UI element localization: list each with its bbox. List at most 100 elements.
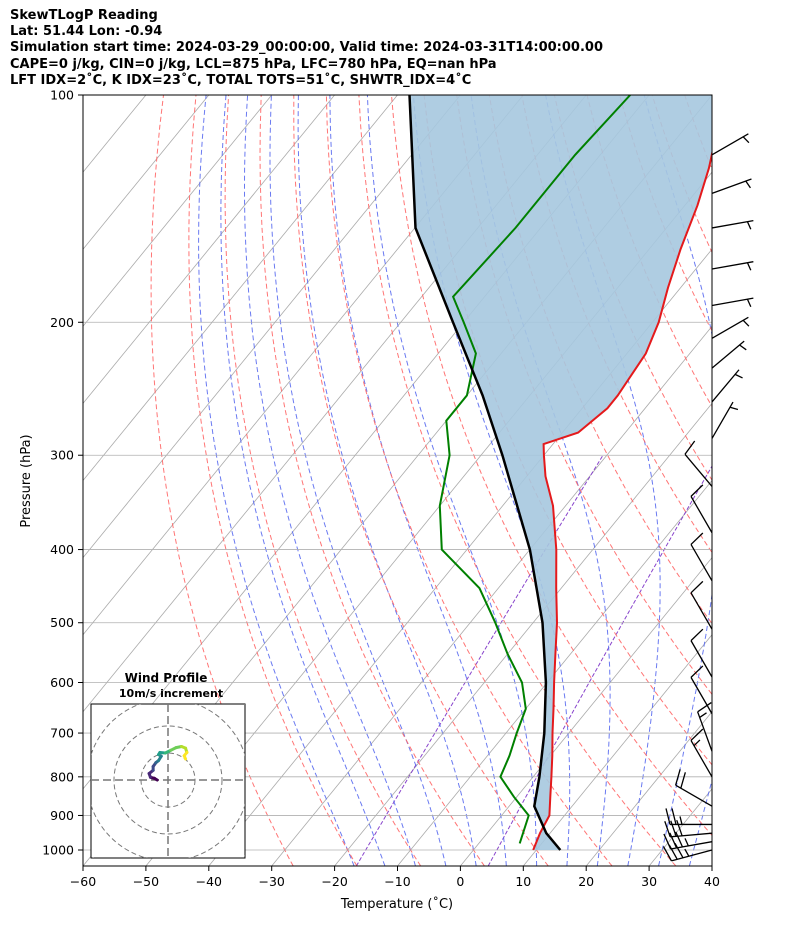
wind-barb [690,665,713,715]
parcel-line [408,95,562,851]
wind-barb [690,580,713,630]
isotherm-line [83,95,335,405]
dry-adiabat-line [150,95,294,866]
dry-adiabat-line [293,95,549,866]
moist-adiabat-line [329,95,507,866]
dry-adiabat-line [717,95,794,866]
dewpoint-line [438,95,631,844]
wind-barb [697,702,713,752]
dry-adiabat-line [188,95,358,866]
wind-barb [690,484,713,534]
isotherm-line [397,479,712,866]
shaded-area [409,95,712,850]
x-tick-label: −10 [384,874,410,889]
hodograph-title: Wind Profile [125,671,208,685]
isotherm-line [334,402,712,866]
dry-adiabat-line [783,95,794,866]
dry-adiabat-line [325,95,613,866]
location-line: Lat: 51.44 Lon: -0.94 [10,24,163,40]
y-tick-label: 700 [50,726,74,741]
wind-barb [711,369,743,403]
temperature-line [532,149,712,851]
x-tick-label: 20 [578,874,594,889]
mixing-ratio-line [355,454,604,866]
y-tick-label: 400 [50,542,74,557]
wind-barb [684,440,713,487]
wind-barb [711,401,739,439]
axis-ticks: −60 −50 −40 −30 −20 −10 0 10 20 30 40 100 200 300 400 5… [42,88,720,890]
y-tick-label: 900 [50,808,74,823]
moist-adiabat-line [220,95,386,866]
isotherm-line [83,95,273,327]
chart-header: SkewTLogP Reading Lat: 51.44 Lon: -0.94 … [10,8,603,89]
isotherm-line [83,95,210,250]
y-tick-label: 500 [50,615,74,630]
x-tick-label: −40 [196,874,222,889]
wind-barb [690,728,713,778]
mixing-ratio-line [487,465,712,866]
profiles [408,95,712,851]
dry-adiabat-line [391,95,712,837]
wind-barb [711,220,754,230]
dry-adiabat-line [224,95,422,866]
y-tick-label: 100 [50,88,74,103]
y-tick-label: 200 [50,315,74,330]
y-tick-label: 600 [50,675,74,690]
moist-adiabat-line [412,95,571,866]
cape-line: CAPE=0 j/kg, CIN=0 j/kg, LCL=875 hPa, LF… [10,56,497,72]
x-tick-label: 10 [515,874,531,889]
hodograph-ring [113,725,223,835]
wind-barb [711,340,747,369]
wind-barb [711,133,750,156]
x-tick-label: −30 [259,874,285,889]
x-tick-label: 0 [456,874,464,889]
y-axis-label: Pressure (hPa) [19,434,34,527]
dry-adiabat-line [259,95,485,866]
x-tick-label: −60 [70,874,96,889]
dry-adiabat-line [684,95,712,171]
wind-barb [711,261,754,271]
isotherm-line [522,634,712,866]
wind-barb [665,808,712,826]
time-line: Simulation start time: 2024-03-29_00:00:… [10,40,603,56]
wind-barb [711,316,750,339]
x-tick-label: 30 [641,874,657,889]
x-tick-label: 40 [704,874,720,889]
cin-shading [409,95,712,850]
moist-adiabat-line [720,95,794,866]
wind-barb [690,532,713,582]
dry-adiabat-line [521,95,712,554]
dry-adiabat-line [750,95,794,866]
x-tick-label: −50 [133,874,159,889]
moist-adiabat-line [545,95,661,866]
wind-barb [711,297,754,308]
x-axis-label: Temperature (˚C) [340,896,453,912]
moist-adiabat-line [688,778,712,866]
hodograph: Wind Profile 10m/s increment [90,671,246,859]
wind-barbs [662,133,754,862]
wind-barb [664,819,713,838]
y-tick-label: 300 [50,448,74,463]
x-tick-label: −20 [321,874,347,889]
index-line: LFT IDX=2˚C, K IDX=23˚C, TOTAL TOTS=51˚C… [10,72,472,88]
moist-adiabat-line [198,95,355,866]
y-tick-label: 800 [50,769,74,784]
y-tick-label: 1000 [42,843,74,858]
isotherm-line [83,95,461,559]
wind-barb [690,628,713,678]
hodograph-subtitle: 10m/s increment [119,687,223,700]
hodograph-segment [182,754,188,761]
moist-adiabat-line [297,95,477,866]
isotherm-line [83,95,398,482]
wind-barb [711,178,752,195]
isotherm-line [460,556,712,866]
chart-title: SkewTLogP Reading [10,8,158,23]
wind-barb [663,831,713,850]
moist-adiabat-line [269,95,447,866]
isotherm-line [271,325,712,866]
moist-adiabat-line [244,95,416,866]
isotherm-line [585,711,712,866]
wind-barb [675,769,713,807]
isotherm-line [711,865,712,866]
